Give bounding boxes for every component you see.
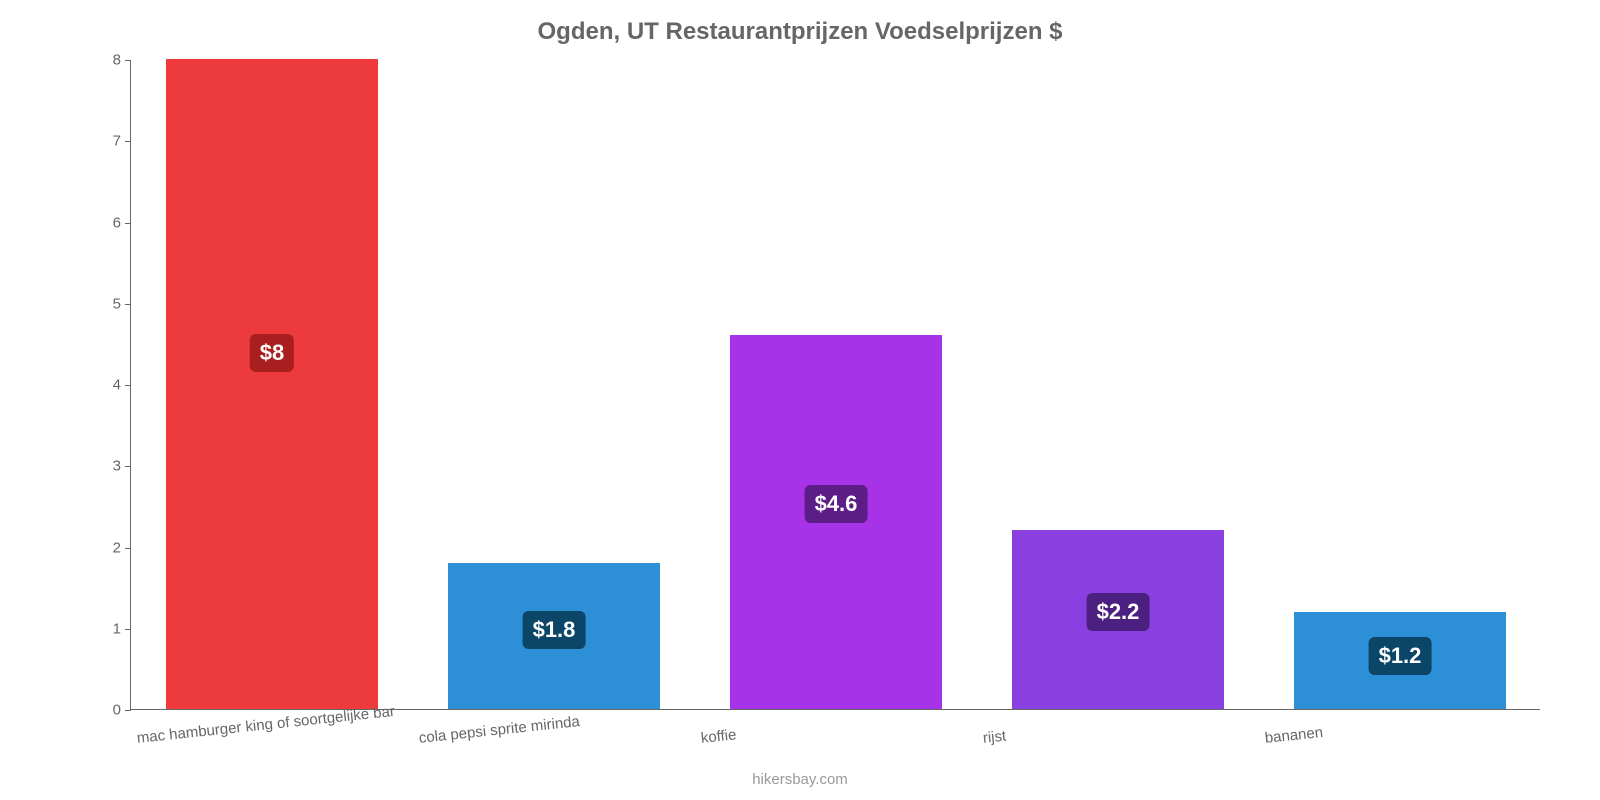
x-axis-label: cola pepsi sprite mirinda bbox=[418, 713, 581, 747]
y-axis-tick: 3 bbox=[81, 458, 121, 475]
y-axis-tick-mark bbox=[125, 223, 131, 224]
bar-value-label: $4.6 bbox=[805, 485, 868, 523]
y-axis-tick-mark bbox=[125, 60, 131, 61]
bar-value-label: $8 bbox=[250, 334, 294, 372]
bar-value-label: $2.2 bbox=[1087, 593, 1150, 631]
x-axis-label: rijst bbox=[982, 728, 1007, 747]
chart-title: Ogden, UT Restaurantprijzen Voedselprijz… bbox=[0, 18, 1600, 46]
y-axis-tick: 2 bbox=[81, 539, 121, 556]
y-axis-tick: 0 bbox=[81, 702, 121, 719]
x-axis-label: bananen bbox=[1264, 724, 1324, 747]
bar-value-label: $1.2 bbox=[1369, 637, 1432, 675]
y-axis-tick: 8 bbox=[81, 52, 121, 69]
y-axis-tick: 4 bbox=[81, 377, 121, 394]
y-axis-tick: 6 bbox=[81, 214, 121, 231]
y-axis-tick: 5 bbox=[81, 295, 121, 312]
y-axis-tick-mark bbox=[125, 629, 131, 630]
y-axis-tick: 1 bbox=[81, 620, 121, 637]
y-axis-tick-mark bbox=[125, 548, 131, 549]
plot-area: 012345678$8mac hamburger king of soortge… bbox=[130, 60, 1540, 710]
y-axis-tick: 7 bbox=[81, 133, 121, 150]
chart-footer: hikersbay.com bbox=[0, 771, 1600, 788]
y-axis-tick-mark bbox=[125, 304, 131, 305]
y-axis-tick-mark bbox=[125, 141, 131, 142]
chart-container: Ogden, UT Restaurantprijzen Voedselprijz… bbox=[0, 0, 1600, 800]
x-axis-label: koffie bbox=[700, 726, 737, 747]
y-axis-tick-mark bbox=[125, 466, 131, 467]
bar bbox=[166, 59, 378, 709]
y-axis-tick-mark bbox=[125, 385, 131, 386]
bar-value-label: $1.8 bbox=[523, 611, 586, 649]
x-axis-label: mac hamburger king of soortgelijke bar bbox=[136, 703, 396, 747]
y-axis-tick-mark bbox=[125, 710, 131, 711]
